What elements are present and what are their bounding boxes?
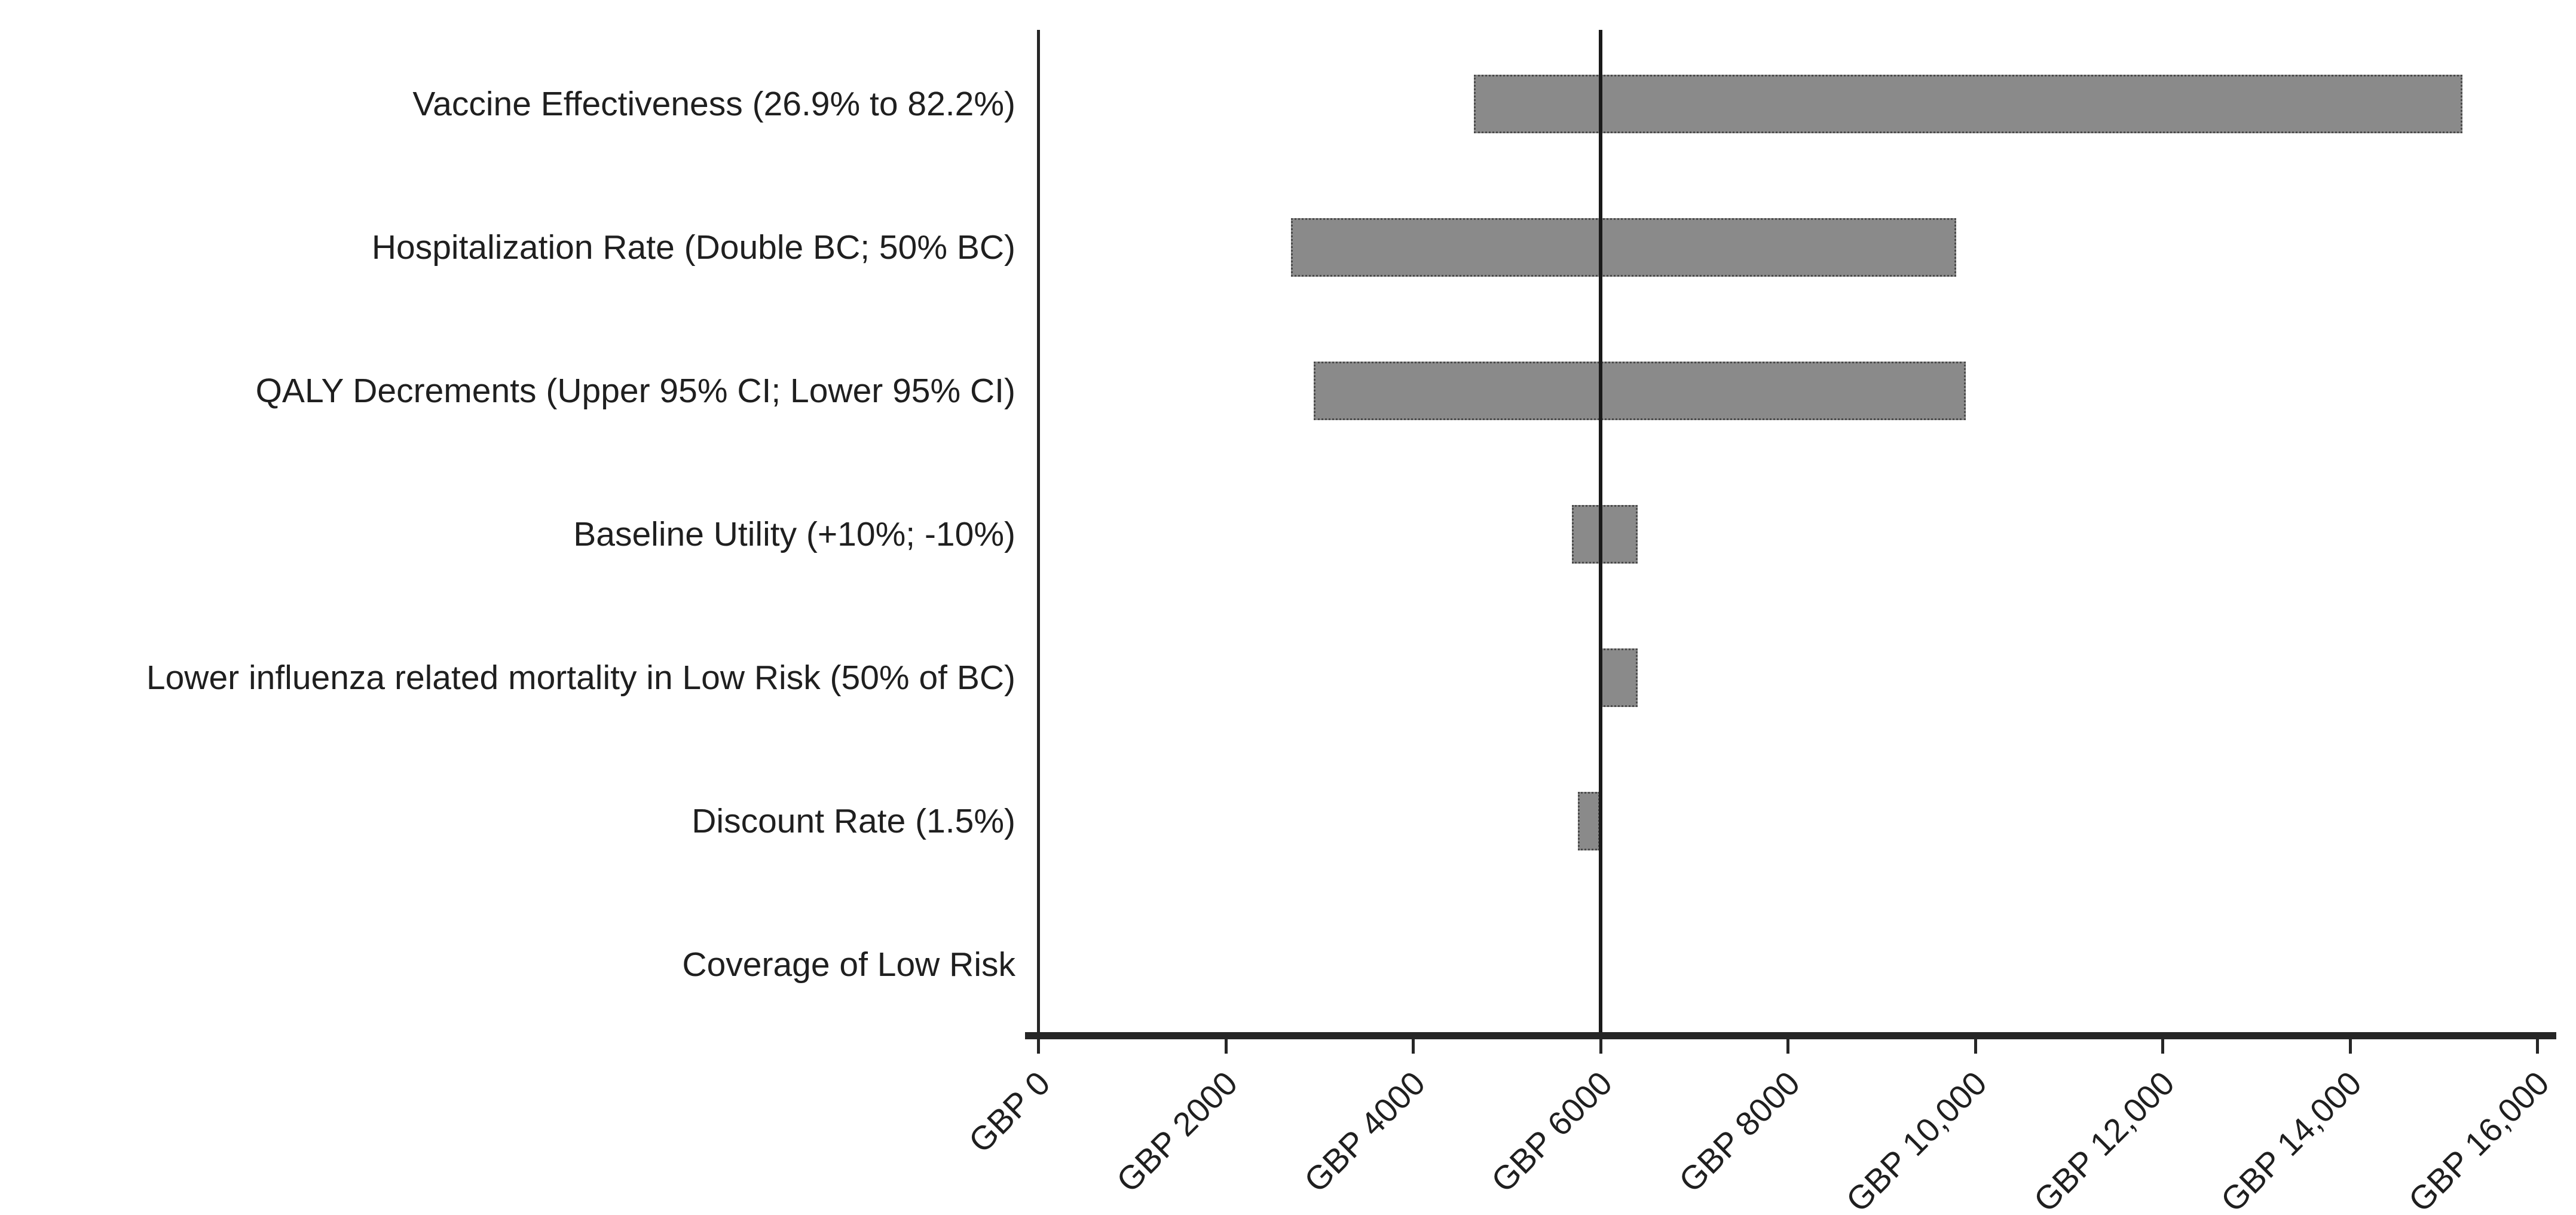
- y-axis-line: [1037, 30, 1040, 1036]
- x-axis-tick-label: GBP 4000: [1296, 1064, 1432, 1199]
- x-axis-tick: [1599, 1036, 1602, 1054]
- x-axis-tick: [2348, 1036, 2352, 1054]
- category-label: Baseline Utility (+10%; -10%): [573, 515, 1015, 553]
- x-axis-tick: [1974, 1036, 1977, 1054]
- tornado-bar: [1572, 505, 1638, 564]
- category-label: Vaccine Effectiveness (26.9% to 82.2%): [412, 85, 1015, 123]
- x-axis-tick: [2536, 1036, 2539, 1054]
- x-axis-tick-label: GBP 10,000: [1838, 1064, 1994, 1215]
- category-label: Coverage of Low Risk: [682, 945, 1015, 984]
- x-axis-tick-label: GBP 12,000: [2026, 1064, 2182, 1215]
- x-axis-tick: [2161, 1036, 2164, 1054]
- x-axis-line: [1025, 1032, 2556, 1039]
- x-axis-tick-label: GBP 14,000: [2213, 1064, 2369, 1215]
- baseline-line: [1598, 30, 1602, 1036]
- category-label: Lower influenza related mortality in Low…: [146, 659, 1015, 697]
- x-axis-tick-label: GBP 0: [961, 1064, 1057, 1160]
- x-axis-tick: [1786, 1036, 1789, 1054]
- x-axis-tick: [1037, 1036, 1040, 1054]
- x-axis-tick-label: GBP 2000: [1109, 1064, 1245, 1199]
- tornado-bar: [1291, 218, 1957, 277]
- x-axis-tick-label: GBP 16,000: [2401, 1064, 2556, 1215]
- x-axis-tick-label: GBP 6000: [1483, 1064, 1620, 1199]
- category-label: QALY Decrements (Upper 95% CI; Lower 95%…: [255, 372, 1015, 410]
- x-axis-tick-label: GBP 8000: [1671, 1064, 1807, 1199]
- tornado-bar: [1473, 75, 2462, 133]
- tornado-bar: [1600, 648, 1638, 707]
- x-axis-tick: [1224, 1036, 1228, 1054]
- category-label: Hospitalization Rate (Double BC; 50% BC): [371, 228, 1015, 267]
- tornado-bar: [1577, 792, 1601, 850]
- category-label: Discount Rate (1.5%): [692, 802, 1015, 840]
- tornado-bar: [1313, 362, 1966, 420]
- x-axis-tick: [1412, 1036, 1415, 1054]
